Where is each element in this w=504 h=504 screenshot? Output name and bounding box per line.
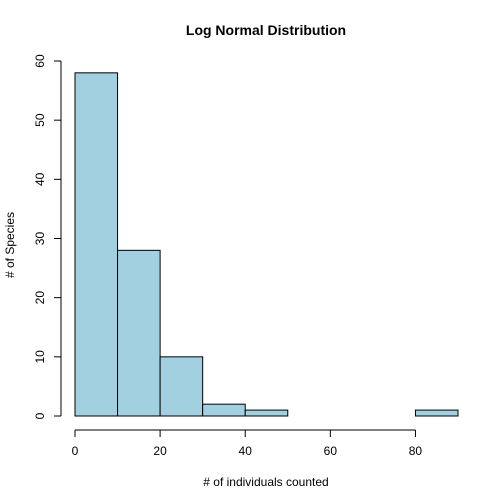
y-tick-label: 20: [33, 291, 47, 305]
x-tick-label: 60: [324, 444, 338, 458]
histogram-bar: [414, 409, 459, 417]
histogram-bar: [74, 72, 119, 417]
x-axis: 0 20 40 60 80: [72, 429, 423, 458]
x-tick-label: 0: [72, 444, 79, 458]
x-tick-label: 80: [409, 444, 423, 458]
y-tick-label: 10: [33, 350, 47, 364]
histogram-bar: [117, 249, 161, 417]
y-tick-label: 0: [33, 412, 47, 419]
histogram-bar: [159, 356, 204, 417]
y-tick-label: 40: [33, 172, 47, 186]
y-axis-label: # of Species: [3, 212, 17, 278]
y-tick-label: 60: [33, 54, 47, 68]
bars-group: [74, 72, 459, 417]
x-tick-label: 40: [239, 444, 253, 458]
y-tick-label: 50: [33, 113, 47, 127]
histogram-bar: [244, 409, 289, 417]
histogram-bar: [202, 403, 246, 417]
x-axis-label: # of individuals counted: [203, 475, 328, 489]
x-tick-label: 20: [153, 444, 167, 458]
chart-title: Log Normal Distribution: [186, 22, 346, 38]
y-tick-label: 30: [33, 232, 47, 246]
y-axis: 0 10 20 30 40 50 60: [33, 54, 62, 419]
